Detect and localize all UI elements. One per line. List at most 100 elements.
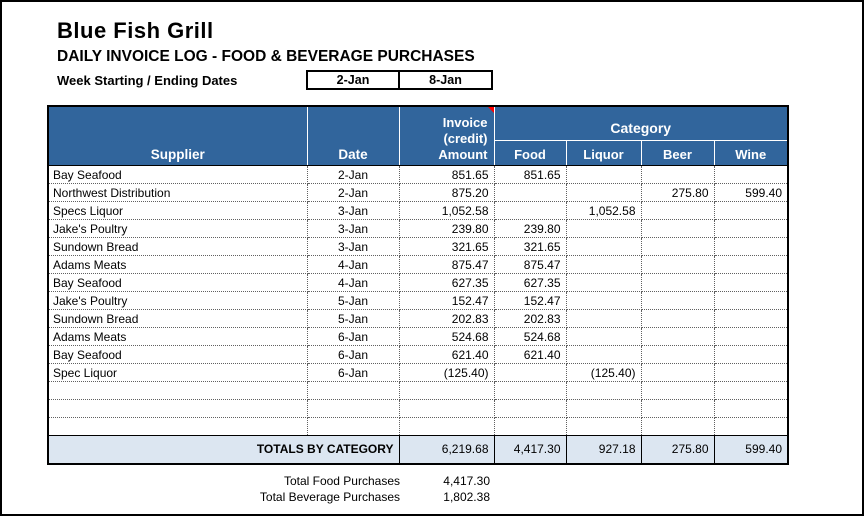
cell-food[interactable] [494,399,567,418]
cell-beer[interactable] [641,201,715,220]
cell-food[interactable]: 524.68 [494,327,567,346]
cell-amount[interactable]: 851.65 [399,165,495,184]
cell-liquor[interactable] [566,237,642,256]
cell-food[interactable] [494,183,567,202]
cell-beer[interactable] [641,345,715,364]
cell-wine[interactable] [714,381,788,400]
cell-beer[interactable] [641,219,715,238]
cell-wine[interactable] [714,291,788,310]
cell-amount[interactable]: 1,052.58 [399,201,495,220]
cell-liquor[interactable] [566,399,642,418]
cell-amount[interactable] [399,417,495,436]
cell-beer[interactable] [641,381,715,400]
cell-amount[interactable] [399,399,495,418]
cell-liquor[interactable]: (125.40) [566,363,642,382]
cell-wine[interactable] [714,399,788,418]
cell-liquor[interactable] [566,165,642,184]
cell-liquor[interactable] [566,219,642,238]
cell-wine[interactable] [714,345,788,364]
cell-wine[interactable] [714,201,788,220]
cell-date[interactable] [307,381,400,400]
cell-amount[interactable]: 152.47 [399,291,495,310]
cell-date[interactable]: 4-Jan [307,255,400,274]
cell-wine[interactable] [714,237,788,256]
cell-food[interactable] [494,417,567,436]
cell-supplier[interactable]: Jake's Poultry [48,291,308,310]
cell-wine[interactable]: 599.40 [714,183,788,202]
cell-beer[interactable] [641,309,715,328]
cell-amount[interactable]: 321.65 [399,237,495,256]
cell-wine[interactable] [714,417,788,436]
cell-wine[interactable] [714,363,788,382]
cell-date[interactable]: 6-Jan [307,345,400,364]
cell-amount[interactable]: 621.40 [399,345,495,364]
cell-supplier[interactable] [48,399,308,418]
cell-liquor[interactable] [566,417,642,436]
cell-beer[interactable] [641,291,715,310]
cell-supplier[interactable] [48,381,308,400]
cell-date[interactable]: 2-Jan [307,183,400,202]
week-end-cell[interactable]: 8-Jan [400,70,493,90]
cell-supplier[interactable] [48,417,308,436]
cell-liquor[interactable] [566,327,642,346]
cell-food[interactable]: 875.47 [494,255,567,274]
cell-beer[interactable] [641,417,715,436]
cell-food[interactable]: 152.47 [494,291,567,310]
cell-liquor[interactable] [566,345,642,364]
cell-supplier[interactable]: Sundown Bread [48,237,308,256]
cell-food[interactable] [494,363,567,382]
cell-amount[interactable]: 627.35 [399,273,495,292]
cell-liquor[interactable] [566,273,642,292]
cell-supplier[interactable]: Specs Liquor [48,201,308,220]
cell-supplier[interactable]: Bay Seafood [48,273,308,292]
cell-food[interactable] [494,381,567,400]
cell-beer[interactable] [641,399,715,418]
cell-date[interactable]: 5-Jan [307,291,400,310]
cell-food[interactable]: 627.35 [494,273,567,292]
cell-liquor[interactable] [566,309,642,328]
cell-amount[interactable]: 202.83 [399,309,495,328]
cell-beer[interactable] [641,327,715,346]
cell-amount[interactable]: (125.40) [399,363,495,382]
cell-liquor[interactable]: 1,052.58 [566,201,642,220]
cell-date[interactable] [307,399,400,418]
cell-date[interactable]: 2-Jan [307,165,400,184]
cell-liquor[interactable] [566,183,642,202]
cell-date[interactable]: 5-Jan [307,309,400,328]
cell-amount[interactable]: 875.20 [399,183,495,202]
cell-beer[interactable] [641,363,715,382]
cell-amount[interactable]: 524.68 [399,327,495,346]
cell-supplier[interactable]: Adams Meats [48,255,308,274]
cell-wine[interactable] [714,273,788,292]
cell-supplier[interactable]: Bay Seafood [48,345,308,364]
week-start-cell[interactable]: 2-Jan [306,70,400,90]
cell-supplier[interactable]: Spec Liquor [48,363,308,382]
cell-food[interactable]: 851.65 [494,165,567,184]
cell-amount[interactable] [399,381,495,400]
cell-beer[interactable] [641,165,715,184]
cell-beer[interactable]: 275.80 [641,183,715,202]
cell-food[interactable]: 321.65 [494,237,567,256]
cell-date[interactable]: 6-Jan [307,363,400,382]
cell-date[interactable]: 3-Jan [307,219,400,238]
cell-liquor[interactable] [566,291,642,310]
cell-food[interactable] [494,201,567,220]
cell-liquor[interactable] [566,381,642,400]
cell-supplier[interactable]: Northwest Distribution [48,183,308,202]
cell-wine[interactable] [714,219,788,238]
cell-wine[interactable] [714,327,788,346]
cell-supplier[interactable]: Jake's Poultry [48,219,308,238]
cell-date[interactable]: 6-Jan [307,327,400,346]
cell-amount[interactable]: 875.47 [399,255,495,274]
cell-food[interactable]: 239.80 [494,219,567,238]
cell-date[interactable]: 3-Jan [307,237,400,256]
cell-amount[interactable]: 239.80 [399,219,495,238]
cell-beer[interactable] [641,237,715,256]
cell-supplier[interactable]: Sundown Bread [48,309,308,328]
cell-food[interactable]: 202.83 [494,309,567,328]
cell-beer[interactable] [641,255,715,274]
cell-date[interactable] [307,417,400,436]
cell-supplier[interactable]: Bay Seafood [48,165,308,184]
cell-wine[interactable] [714,255,788,274]
cell-supplier[interactable]: Adams Meats [48,327,308,346]
